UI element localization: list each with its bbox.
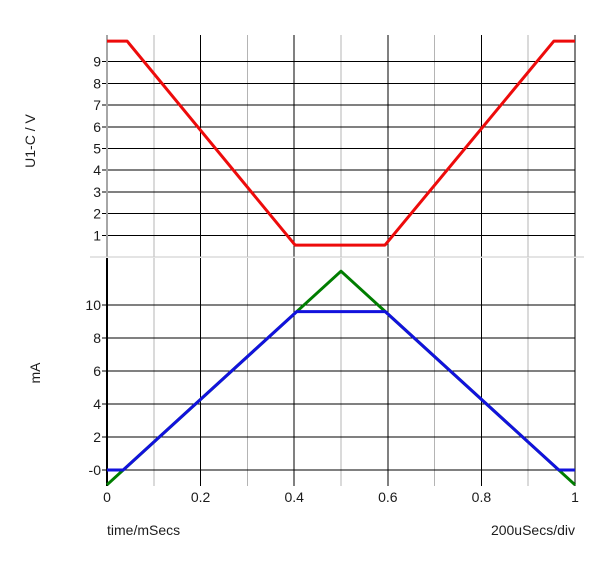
x-axis-scale-label: 200uSecs/div [490, 522, 575, 538]
x-tick-label: 1 [571, 489, 579, 505]
y-axis-label-voltage: U1-C / V [22, 114, 38, 168]
y-tick-label: 2 [93, 429, 101, 445]
y-tick-label: 9 [93, 54, 101, 70]
y-tick-label: 6 [93, 363, 101, 379]
trace-U1-C [107, 39, 575, 247]
x-tick-label: 0.6 [378, 489, 398, 505]
y-tick-label: -0 [89, 462, 102, 478]
y-tick-label: 7 [93, 97, 101, 113]
x-tick-label: 0.2 [191, 489, 211, 505]
trace-current-clamped [107, 310, 575, 472]
y-axis-label-current: mA [27, 362, 43, 384]
x-tick-label: 0.4 [284, 489, 304, 505]
y-tick-label: 1 [93, 227, 101, 243]
y-tick-label: 10 [85, 297, 101, 313]
x-tick-label: 0.8 [472, 489, 492, 505]
y-tick-label: 4 [93, 162, 101, 178]
y-tick-label: 8 [93, 75, 101, 91]
y-tick-label: 5 [93, 140, 101, 156]
y-tick-label: 2 [93, 206, 101, 222]
y-tick-label: 3 [93, 184, 101, 200]
y-tick-label: 4 [93, 396, 101, 412]
x-tick-label: 0 [103, 489, 111, 505]
y-tick-label: 6 [93, 119, 101, 135]
y-tick-label: 8 [93, 330, 101, 346]
x-axis-label: time/mSecs [107, 522, 181, 538]
